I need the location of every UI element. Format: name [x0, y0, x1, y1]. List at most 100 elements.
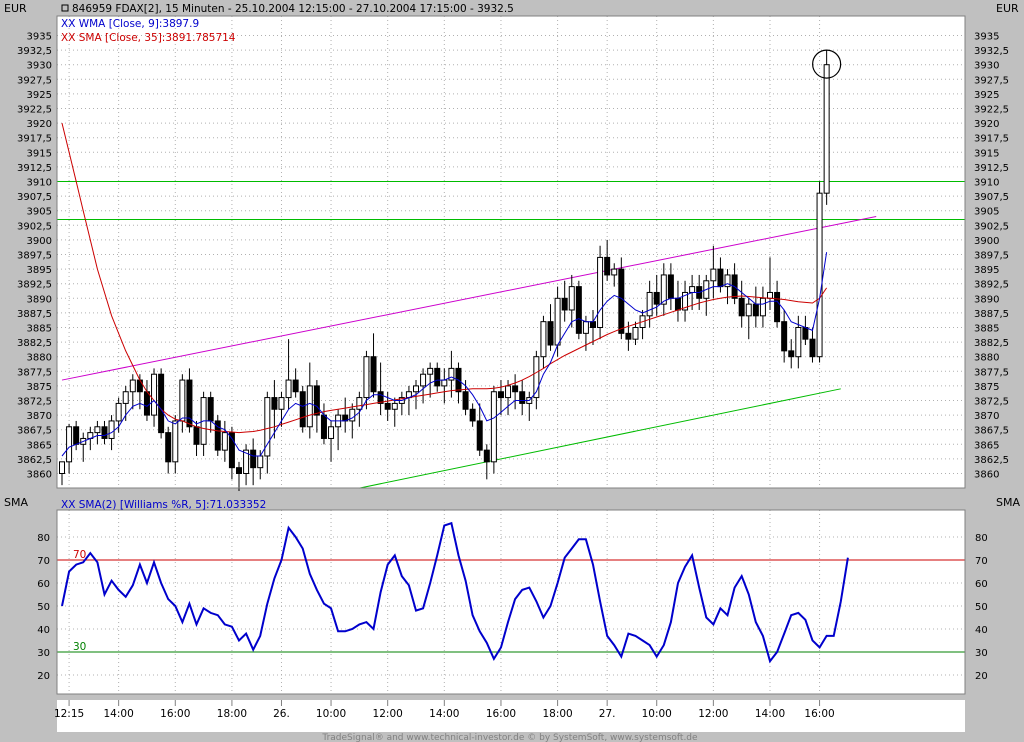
candle-body-up [115, 402, 122, 422]
price-tick-label-left: 3930 [27, 61, 52, 72]
oscillator-label-left: SMA [4, 496, 28, 509]
price-tick-label-left: 3897,5 [17, 251, 52, 262]
price-tick-label-left: 3935 [27, 32, 52, 43]
oscillator-panel-border [56, 509, 966, 695]
candle-body-down [604, 256, 611, 276]
candle [738, 280, 745, 328]
oscillator-legend-text: SMA(2) [Williams %R, 5]:71.033352 [79, 499, 267, 511]
legend-wma[interactable]: XX WMA [Close, 9]:3897.9 [61, 18, 199, 30]
price-tick-label-right: 3895 [974, 265, 999, 276]
legend-wma-marker: XX [61, 18, 79, 30]
price-tick-label-right: 3887,5 [974, 309, 1009, 320]
candle [94, 420, 101, 445]
candle-body-up [306, 385, 313, 428]
candle-body-down [802, 327, 809, 340]
price-tick-label-right: 3915 [974, 148, 999, 159]
candle [151, 368, 158, 427]
candle [469, 403, 476, 427]
candle [575, 280, 582, 340]
candle [682, 280, 689, 322]
oscillator-legend[interactable]: XX SMA(2) [Williams %R, 5]:71.033352 [61, 499, 266, 511]
candle [236, 461, 242, 492]
price-tick-label-left: 3860 [27, 470, 52, 481]
candle-body-up [94, 426, 101, 434]
candle-body-up [767, 291, 773, 299]
price-tick-label-left: 3870 [27, 411, 52, 422]
candle [285, 339, 292, 410]
candle-body-down [547, 321, 554, 346]
price-tick-label-right: 3925 [974, 90, 999, 101]
candle-body-up [745, 303, 752, 317]
oscillator-panel-background[interactable] [57, 510, 965, 694]
candle [221, 420, 228, 462]
candle-body-up [179, 379, 186, 422]
candle [611, 263, 618, 287]
candle [59, 461, 65, 486]
price-tick-label-right: 3885 [974, 324, 999, 335]
oscillator-tick-label-right: 70 [975, 556, 988, 567]
candle-body-down [667, 274, 674, 299]
candle [774, 280, 781, 328]
candle-body-down [781, 321, 788, 352]
legend-sma[interactable]: XX SMA [Close, 35]:3891.785714 [61, 32, 236, 44]
price-tick-label-left: 3905 [27, 207, 52, 218]
price-tick-label-left: 3890 [27, 294, 52, 305]
price-tick-label-right: 3897,5 [974, 251, 1009, 262]
candle [434, 362, 441, 392]
x-axis-band [57, 700, 965, 732]
price-tick-label-right: 3865 [974, 440, 999, 451]
candle-body-up [540, 321, 547, 358]
price-tick-label-left: 3917,5 [17, 134, 52, 145]
candle [823, 50, 830, 205]
candle-body-up [533, 356, 540, 399]
candle [653, 274, 660, 316]
candle-body-up [724, 274, 731, 288]
oscillator-tick-label-left: 70 [37, 556, 50, 567]
candle [505, 380, 512, 416]
candle [788, 339, 795, 369]
candle-body-down [236, 467, 242, 475]
candle-body-up [568, 286, 575, 311]
price-tick-label-right: 3927,5 [974, 75, 1009, 86]
candle [264, 391, 271, 474]
price-tick-label-right: 3912,5 [974, 163, 1009, 174]
x-axis-label: 18:00 [542, 708, 572, 720]
candle-body-up [59, 461, 65, 475]
price-tick-label-left: 3880 [27, 353, 52, 364]
candle-body-down [738, 297, 745, 317]
price-tick-label-left: 3912,5 [17, 163, 52, 174]
candle-body-down [313, 385, 320, 416]
candle [186, 368, 193, 433]
candle [809, 327, 816, 363]
candle [299, 385, 306, 433]
price-tick-label-right: 3890 [974, 294, 999, 305]
candle [759, 286, 766, 328]
candle-body-up [278, 397, 285, 410]
candle [540, 315, 547, 369]
candle-body-down [193, 426, 200, 445]
candle-body-down [752, 303, 759, 317]
oscillator-tick-label-left: 40 [37, 625, 50, 636]
price-tick-label-right: 3872,5 [974, 397, 1009, 408]
price-tick-label-left: 3910 [27, 178, 52, 189]
candle-body-up [363, 356, 370, 399]
legend-sma-marker: XX [61, 32, 79, 44]
candle [519, 380, 526, 416]
price-tick-label-left: 3907,5 [17, 192, 52, 203]
price-tick-label-right: 3867,5 [974, 426, 1009, 437]
candle-body-down [377, 391, 384, 404]
x-axis-label: 16:00 [804, 708, 834, 720]
price-tick-label-right: 3922,5 [974, 105, 1009, 116]
candle-body-down [462, 391, 469, 410]
candle [349, 403, 356, 439]
candle [745, 298, 752, 340]
x-axis-label: 16:00 [486, 708, 516, 720]
price-tick-label-left: 3927,5 [17, 75, 52, 86]
candle-body-up [660, 274, 667, 305]
candle-body-up [632, 327, 639, 340]
oscillator-series [57, 521, 965, 664]
candle-body-down [165, 432, 172, 463]
x-axis-label: 12:15 [54, 708, 84, 720]
candle-body-down [561, 297, 568, 311]
